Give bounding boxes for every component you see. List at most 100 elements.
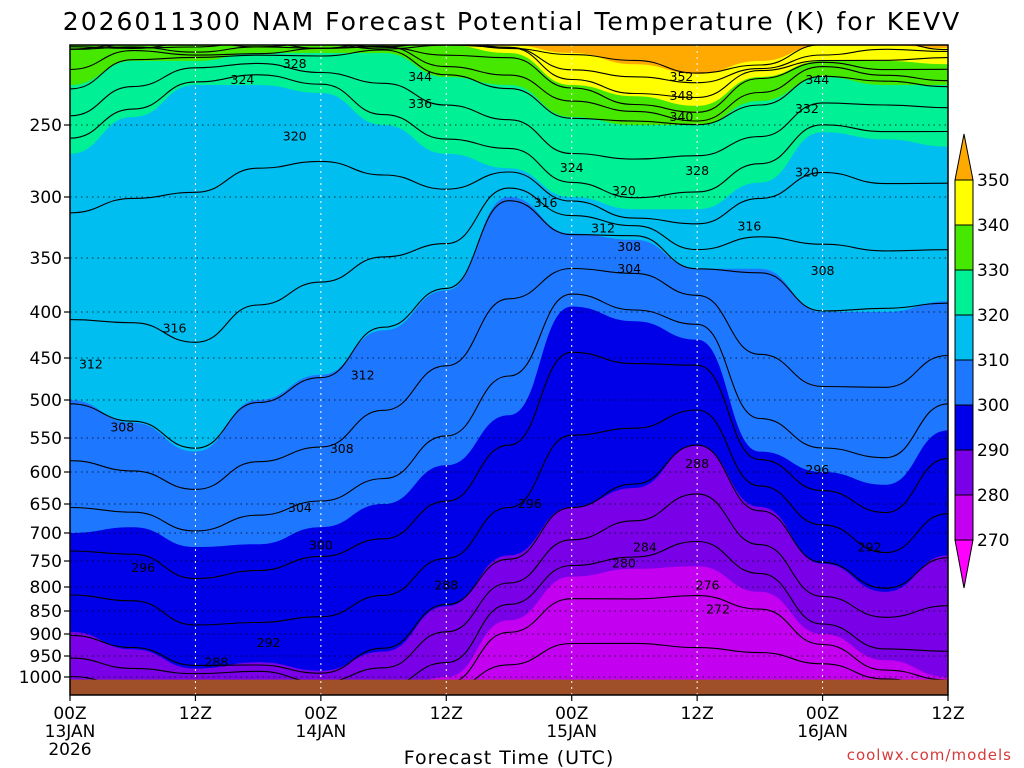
contour-label: 312 (591, 221, 615, 236)
x-tick-label: 00Z (53, 704, 86, 724)
x-tick-date: 13JAN (45, 722, 96, 742)
isentrope-290 (70, 444, 948, 674)
y-tick-label: 250 (30, 116, 62, 136)
contour-label: 292 (858, 540, 882, 555)
contour-label: 352 (670, 69, 694, 84)
contour-label: 288 (204, 654, 228, 669)
isentrope-306 (70, 267, 948, 490)
colorbar-tick-label: 300 (977, 396, 1009, 416)
y-tick-label: 650 (30, 495, 62, 515)
isentrope-302 (70, 293, 948, 532)
isentrope-330 (70, 49, 948, 126)
contour-label: 280 (612, 556, 636, 571)
contour-label: 336 (408, 96, 432, 111)
ground-layer (70, 679, 948, 695)
isentrope-322 (70, 74, 948, 199)
colorbar-swatch-320-330 (954, 269, 974, 316)
colorbar-tick-label: 290 (977, 441, 1009, 461)
chart-title: 2026011300 NAM Forecast Potential Temper… (63, 7, 961, 36)
contour-label: 308 (330, 441, 354, 456)
contour-label: 312 (79, 357, 103, 372)
x-tick-label: 00Z (806, 704, 839, 724)
y-tick-label: 350 (30, 249, 62, 269)
contour-label: 316 (737, 218, 761, 233)
contour-label: 348 (670, 88, 694, 103)
isentrope-274 (70, 642, 948, 695)
isentrope-326 (70, 62, 948, 160)
contour-label: 316 (534, 195, 558, 210)
contour-label: 288 (685, 456, 709, 471)
isentrope-334 (70, 45, 948, 122)
contour-label: 340 (670, 109, 694, 124)
contour-label: 292 (257, 635, 281, 650)
colorbar-swatch-270-280 (954, 494, 974, 541)
contour-label: 320 (283, 129, 307, 144)
y-tick-label: 600 (30, 463, 62, 483)
contour-label: 304 (288, 500, 312, 515)
contour-label: 344 (408, 69, 432, 84)
colorbar-tick-label: 310 (977, 351, 1009, 371)
y-tick-label: 900 (30, 625, 62, 645)
y-tick-label: 950 (30, 647, 62, 667)
isentrope-286 (70, 493, 948, 683)
contour-label: 332 (795, 101, 819, 116)
contour-label: 320 (795, 165, 819, 180)
isentrope-350 (70, 45, 948, 74)
y-tick-label: 500 (30, 391, 62, 411)
x-axis-label: Forecast Time (UTC) (404, 747, 614, 768)
x-tick-label: 12Z (430, 704, 463, 724)
y-tick-label: 1000 (19, 668, 62, 688)
y-axis: 250 300 350 400 450 500 550 600 650 700 750 800 850 9… (19, 116, 70, 688)
isentrope-310 (70, 200, 948, 449)
colorbar-swatch-340-350 (954, 179, 974, 226)
contour-labels: 328 324 344 352 344 348 336 340 332 320 324 328 320 3… (79, 56, 882, 669)
y-tick-label: 550 (30, 429, 62, 449)
colorbar-swatch-280-290 (954, 449, 974, 496)
x-tick-label: 12Z (681, 704, 714, 724)
contour-label: 288 (434, 577, 458, 592)
colorbar-tick-label: 340 (977, 216, 1009, 236)
ground-fill (70, 679, 948, 695)
contour-label: 296 (805, 462, 829, 477)
colorbar: 270 280 290 300 310 320 330 340 350 (954, 133, 1009, 589)
colorbar-extend-high (954, 133, 974, 181)
isentrope-314 (70, 187, 948, 343)
isentrope-318 (70, 160, 948, 225)
contour-label: 324 (560, 160, 584, 175)
isentrope-294 (70, 409, 948, 626)
contour-label: 284 (633, 540, 657, 555)
contour-label: 272 (706, 602, 730, 617)
y-tick-label: 700 (30, 524, 62, 544)
contour-label: 328 (283, 56, 307, 71)
y-tick-label: 850 (30, 602, 62, 622)
contour-label: 296 (518, 496, 542, 511)
grid-lines (70, 45, 948, 695)
contour-label: 296 (131, 560, 155, 575)
contour-label: 308 (811, 263, 835, 278)
y-tick-label: 300 (30, 188, 62, 208)
y-tick-label: 800 (30, 578, 62, 598)
colorbar-tick-label: 320 (977, 306, 1009, 326)
x-tick-date: 14JAN (296, 722, 347, 742)
colorbar-tick-label: 280 (977, 486, 1009, 506)
y-tick-label: 400 (30, 303, 62, 323)
contour-label: 316 (163, 321, 187, 336)
x-tick-label: 12Z (931, 704, 964, 724)
x-tick-date: 15JAN (546, 722, 597, 742)
credit-text: coolwx.com/models (847, 746, 1012, 764)
contour-label: 328 (685, 163, 709, 178)
contour-label: 308 (617, 239, 641, 254)
contour-label: 320 (612, 183, 636, 198)
colorbar-tick-label: 350 (977, 171, 1009, 191)
contour-label: 312 (351, 368, 375, 383)
contour-label: 308 (110, 419, 134, 434)
isentrope-338 (70, 45, 948, 113)
colorbar-swatch-310-320 (954, 314, 974, 361)
contour-label: 276 (696, 577, 720, 592)
y-tick-label: 450 (30, 349, 62, 369)
y-tick-label: 750 (30, 552, 62, 572)
x-tick-label: 00Z (555, 704, 588, 724)
contour-label: 344 (805, 72, 829, 87)
contour-label: 324 (231, 72, 255, 87)
